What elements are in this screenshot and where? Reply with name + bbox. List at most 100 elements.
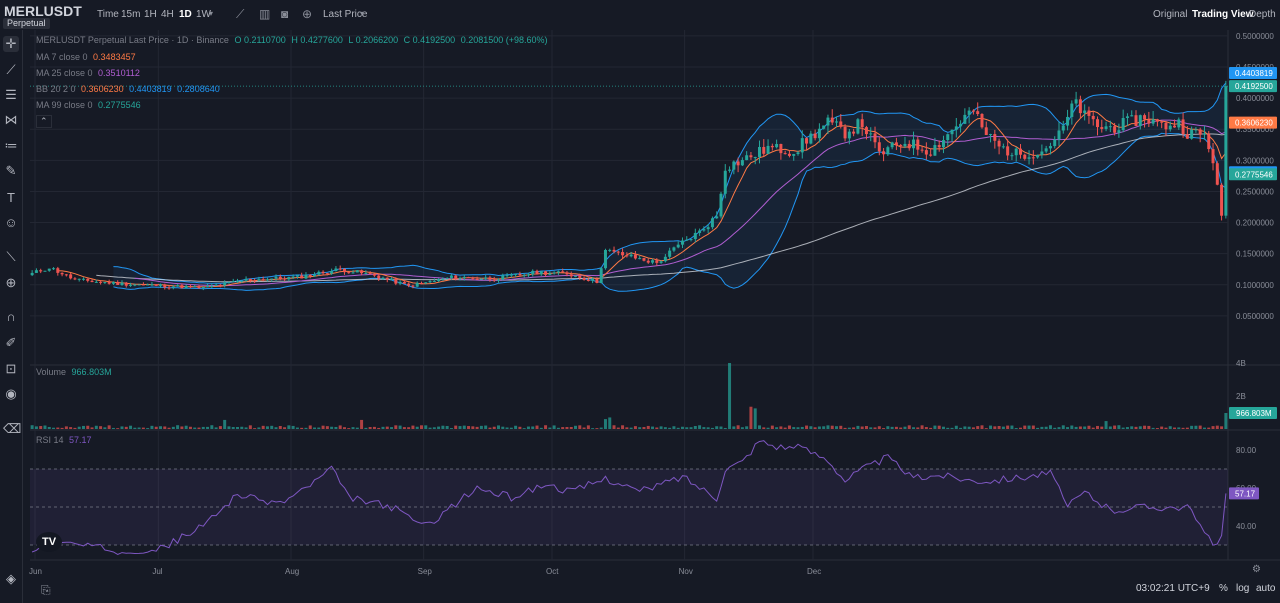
collapse-legend-icon[interactable]: ⌃ [36,115,52,128]
magnet-icon[interactable]: ∩ [6,309,16,324]
volume-bar [1121,427,1125,429]
zoom-icon[interactable]: ⊕ [5,275,17,290]
interval-1h[interactable]: 1H [144,9,157,20]
perpetual-badge: Perpetual [3,18,50,29]
volume-bar [227,426,231,429]
legend-ma7[interactable]: MA 7 close 0 0.3483457 [36,52,136,62]
price-type-select[interactable]: Last Price [323,9,368,20]
volume-bar [736,425,740,429]
volume-bar [1083,426,1087,429]
candle-body [1224,86,1228,216]
volume-bar [73,427,77,429]
price-type-chevron-icon[interactable]: ▾ [360,9,365,18]
volume-bar [719,426,723,429]
trendline-icon[interactable]: ⟋ [6,62,16,77]
interval-4h[interactable]: 4H [161,9,174,20]
volume-bar [509,427,513,429]
volume-bar [783,427,787,429]
percent-toggle[interactable]: % [1219,583,1228,594]
candle-body [77,278,81,280]
date-range-icon[interactable]: ⎘ [41,583,51,597]
interval-15m[interactable]: 15m [121,9,141,20]
emoji-icon[interactable]: ☺ [4,215,18,230]
add-icon[interactable]: ⊕ [302,7,313,21]
bb-lower-line [113,132,1227,292]
fib-icon[interactable]: ≔ [4,138,18,153]
symbol-title[interactable]: MERLUSDT [4,3,82,19]
candle-body [137,284,141,286]
volume-bar [458,426,462,429]
indicators-icon[interactable]: ⟋ [236,7,245,21]
price-tick-label: 0.1000000 [1236,281,1274,290]
candle-body [702,229,706,231]
volume-bar [188,426,192,429]
candle-body [1147,119,1151,124]
price-tag [1229,66,1277,79]
candle-body [586,279,590,281]
candle-body [1078,99,1082,114]
volume-bar [770,425,774,429]
volume-bar [334,426,338,429]
text-icon[interactable]: T [7,190,15,205]
lock-icon[interactable]: ⊡ [5,361,17,376]
candle-body [518,273,522,276]
candle-body [60,272,64,275]
volume-bar [167,427,171,429]
ruler-icon[interactable]: ⟍ [6,249,16,264]
interval-1w[interactable]: 1W [196,9,211,20]
candle-body [843,126,847,139]
candle-body [595,278,599,283]
trash-icon[interactable]: ⌫ [3,421,22,436]
time-button[interactable]: Time [97,9,119,20]
view-trading-view[interactable]: Trading View [1192,9,1254,20]
view-depth[interactable]: Depth [1249,9,1276,20]
crosshair-icon[interactable]: ✛ [3,36,19,52]
candle-body [916,139,920,150]
pattern-icon[interactable]: ⋈ [4,112,18,127]
log-toggle[interactable]: log [1236,583,1250,594]
volume-bar [454,425,458,429]
volume-bar [702,427,706,429]
horizontal-lines-icon[interactable]: ☰ [5,87,17,102]
legend-rsi[interactable]: RSI 14 57.17 [36,435,92,445]
clock-time[interactable]: 03:02:21 UTC+9 [1136,583,1210,594]
volume-bar [197,427,201,429]
lock-drawing-icon[interactable]: ✐ [5,335,17,350]
view-original[interactable]: Original [1153,9,1188,20]
candle-body [552,272,556,274]
camera-icon[interactable]: ◙ [281,7,289,21]
legend-ma99[interactable]: MA 99 close 0 0.2775546 [36,100,141,110]
volume-bar [278,426,282,429]
volume-bar [1066,427,1070,429]
volume-bar [1220,426,1224,429]
candle-body [1057,130,1061,140]
candle-body [1177,119,1181,128]
eye-icon[interactable]: ◉ [5,386,17,401]
settings-gear-icon[interactable]: ⚙ [1252,564,1261,575]
layout-icon[interactable]: ▥ [259,7,271,21]
candle-body [672,247,676,251]
brush-icon[interactable]: ✎ [5,163,17,178]
candle-body [860,119,864,128]
volume-bar [595,428,599,429]
volume-bar [1001,426,1005,429]
legend-volume[interactable]: Volume 966.803M [36,367,112,377]
volume-bar [313,427,317,429]
candle-body [415,282,419,287]
volume-bar [860,426,864,429]
layers-icon[interactable]: ◈ [6,571,16,586]
candle-body [163,284,167,288]
legend-bb[interactable]: BB 20 2 0 0.3606230 0.4403819 0.2808640 [36,84,220,94]
candle-body [835,121,839,123]
candle-body [646,260,650,263]
legend-ma25[interactable]: MA 25 close 0 0.3510112 [36,68,140,78]
interval-dropdown-icon[interactable]: ▾ [209,9,214,18]
auto-toggle[interactable]: auto [1256,583,1276,594]
candle-body [428,281,432,283]
candle-body [180,285,184,289]
interval-1d[interactable]: 1D [179,9,192,20]
volume-bar [638,427,642,429]
tradingview-logo: TV [36,532,62,552]
candle-body [651,260,655,263]
